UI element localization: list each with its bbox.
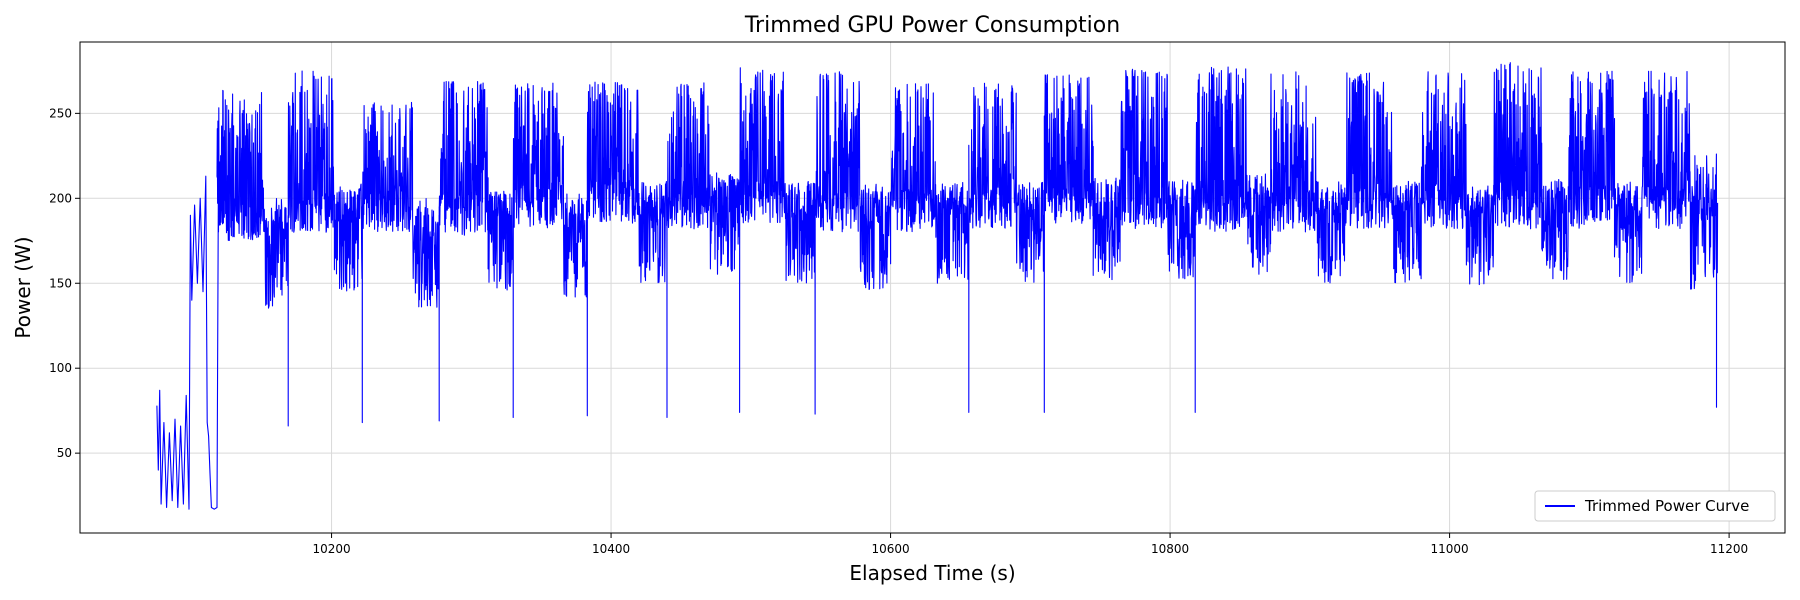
x-axis-label: Elapsed Time (s) — [849, 561, 1015, 585]
series-trimmed-power-curve — [156, 62, 1719, 510]
y-tick-label: 250 — [49, 106, 72, 120]
y-axis-label: Power (W) — [11, 236, 35, 338]
series-line — [156, 62, 1719, 510]
x-tick-label: 11000 — [1430, 542, 1468, 556]
legend: Trimmed Power Curve — [1534, 490, 1776, 522]
y-tick-label: 200 — [49, 191, 72, 205]
axis-ticks: 10200 10400 10600 10800 11000 11200 50 100 150 20… — [49, 106, 1748, 556]
x-tick-label: 11200 — [1710, 542, 1748, 556]
legend-label: Trimmed Power Curve — [1584, 497, 1749, 515]
y-tick-label: 100 — [49, 361, 72, 375]
legend-box — [1534, 490, 1776, 522]
plot-frame — [79, 41, 1786, 534]
y-tick-label: 50 — [57, 446, 72, 460]
chart-title: Trimmed GPU Power Consumption — [744, 13, 1120, 38]
x-tick-label: 10200 — [312, 542, 350, 556]
x-tick-label: 10600 — [871, 542, 909, 556]
x-tick-label: 10800 — [1151, 542, 1189, 556]
y-tick-label: 150 — [49, 276, 72, 290]
x-tick-label: 10400 — [592, 542, 630, 556]
